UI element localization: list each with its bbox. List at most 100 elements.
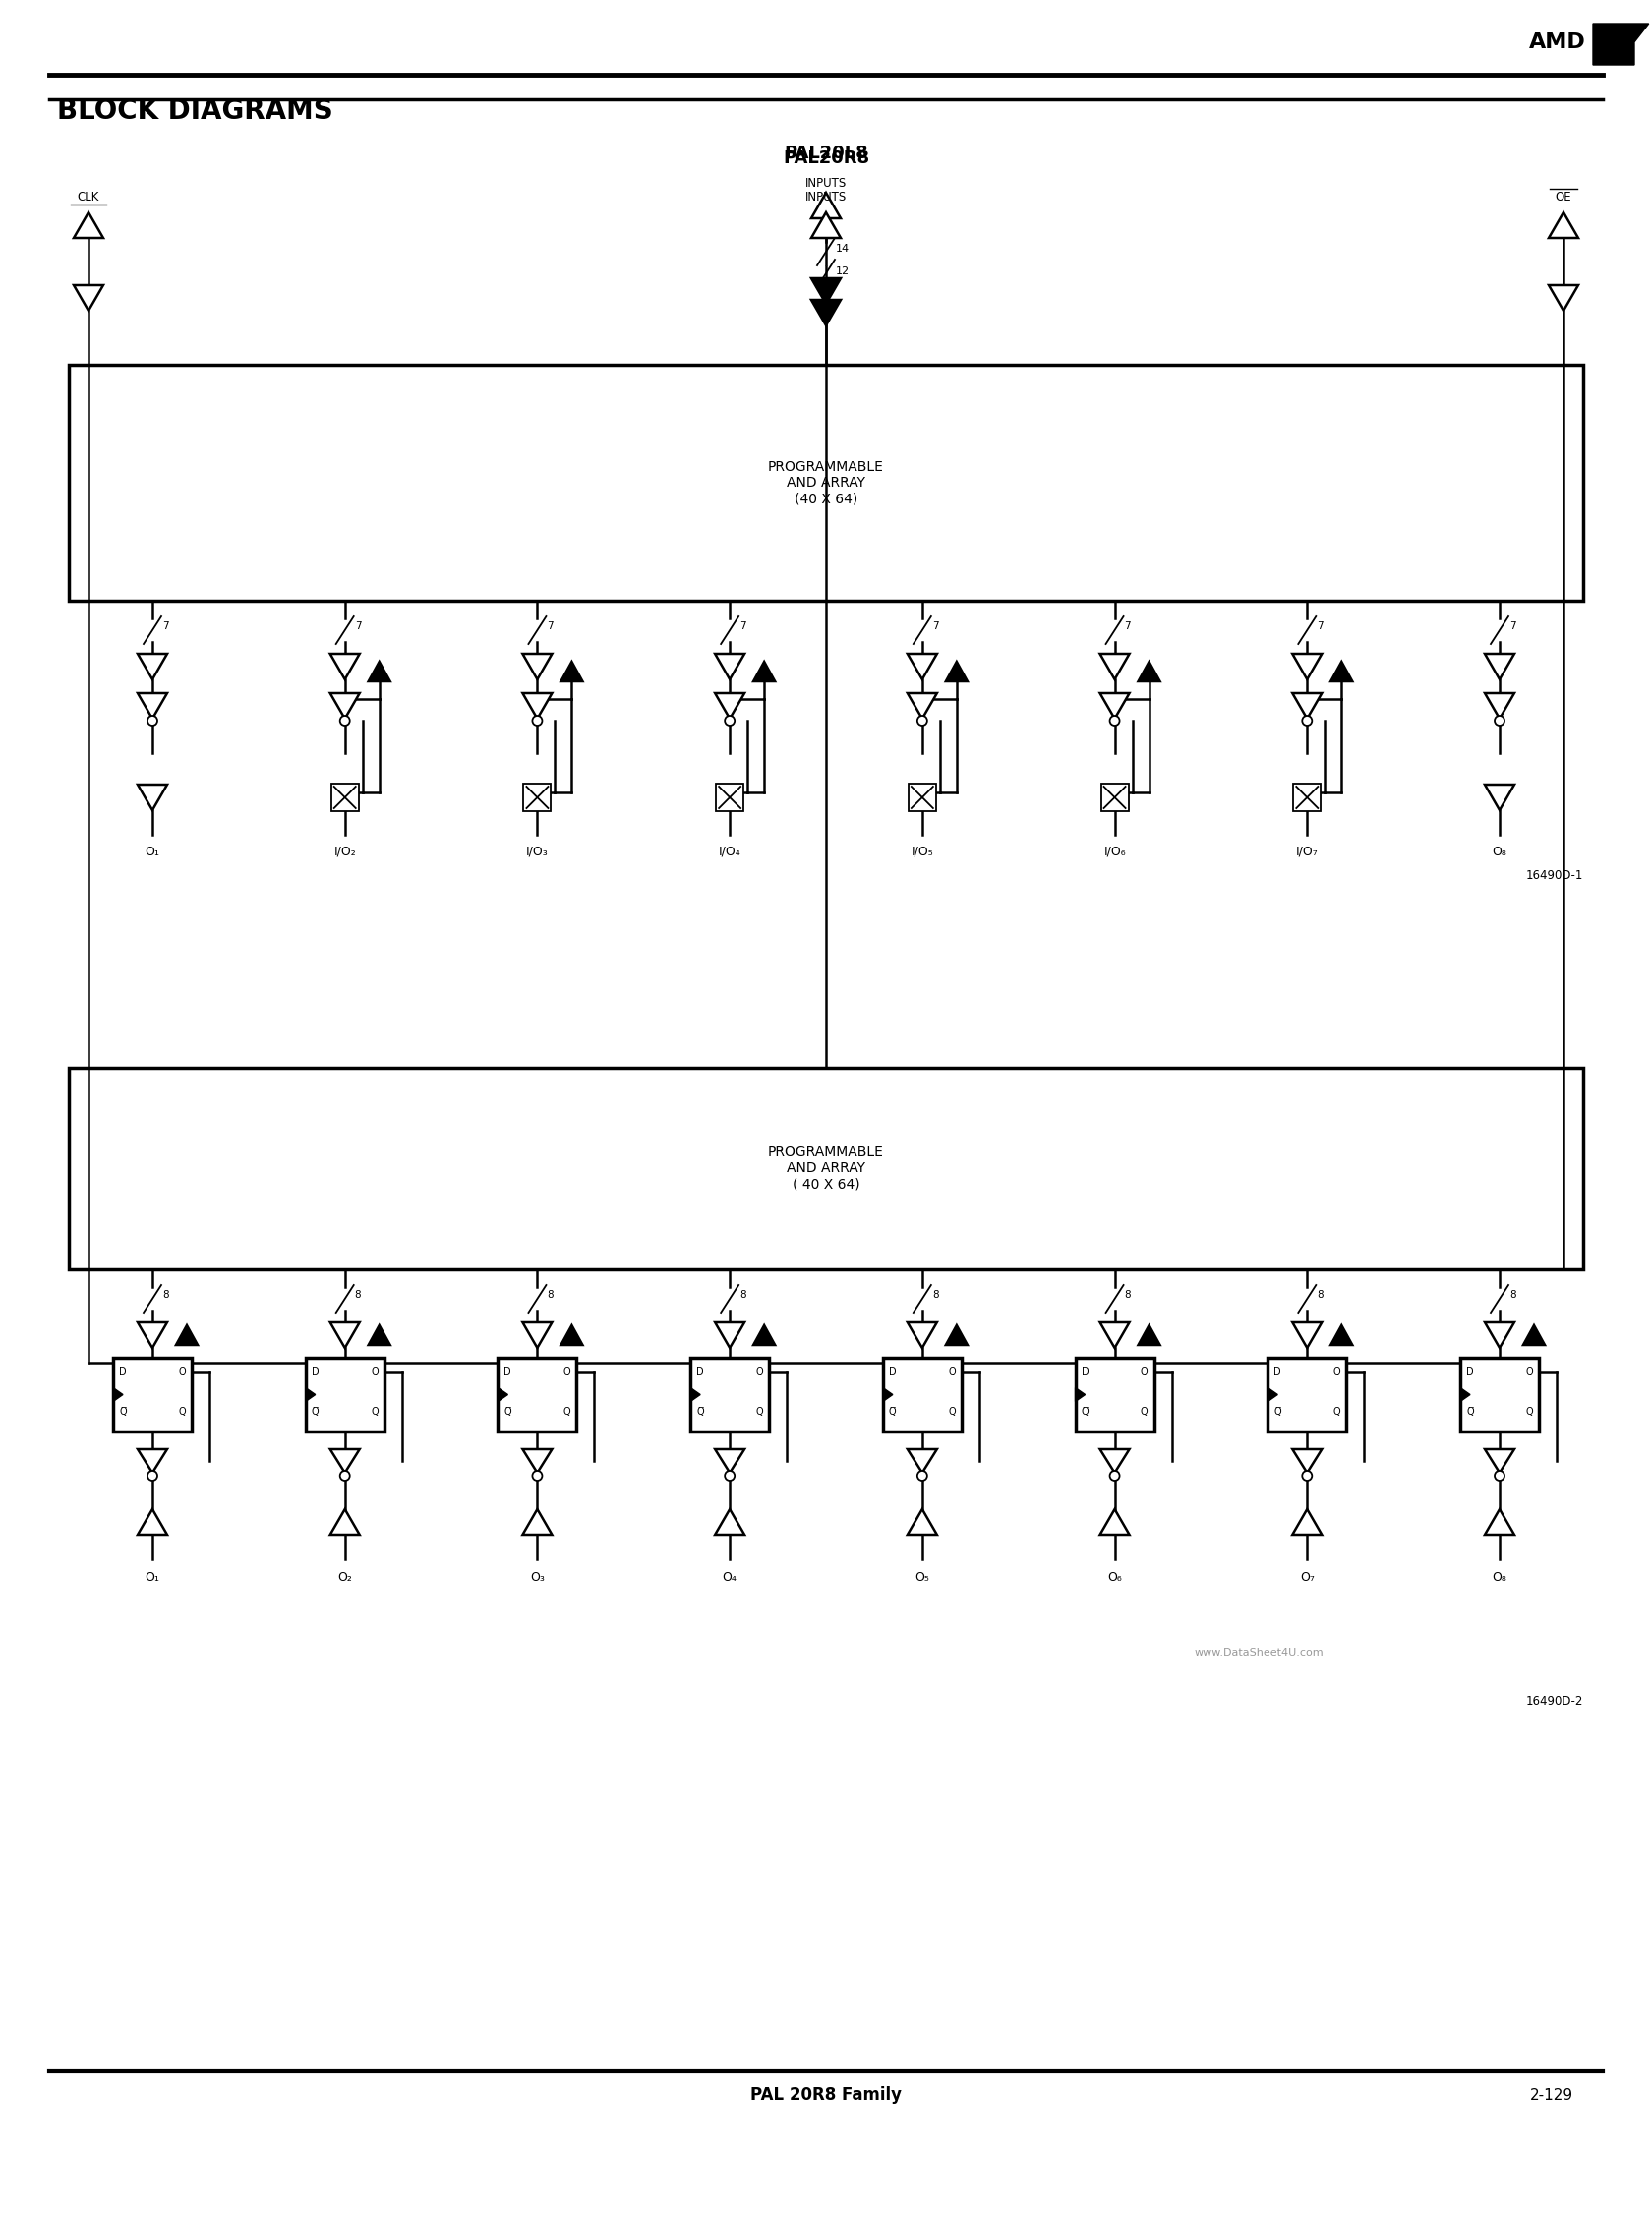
Text: 8: 8 [740,1289,747,1300]
Circle shape [917,716,927,725]
Polygon shape [137,654,167,680]
Polygon shape [1523,1325,1545,1345]
Text: Q̅: Q̅ [889,1407,897,1416]
Circle shape [532,716,542,725]
Polygon shape [1332,1325,1353,1345]
Text: Q: Q [563,1407,570,1416]
Polygon shape [330,1323,360,1347]
Polygon shape [1100,1323,1130,1347]
Polygon shape [562,662,583,682]
Polygon shape [562,1325,583,1345]
Polygon shape [947,1325,968,1345]
Circle shape [1302,716,1312,725]
Text: OE: OE [1555,191,1571,205]
Text: Q: Q [178,1407,187,1416]
Polygon shape [368,662,390,682]
Text: PROGRAMMABLE
AND ARRAY
( 40 X 64): PROGRAMMABLE AND ARRAY ( 40 X 64) [768,1145,884,1192]
Circle shape [1495,716,1505,725]
Polygon shape [330,1449,360,1474]
Polygon shape [137,1449,167,1474]
Polygon shape [137,1323,167,1347]
Text: 14: 14 [836,245,849,253]
Polygon shape [715,1323,745,1347]
Polygon shape [1593,24,1649,64]
Polygon shape [1292,1509,1322,1534]
Polygon shape [1138,662,1160,682]
Polygon shape [1550,213,1578,238]
Polygon shape [330,694,360,718]
Polygon shape [1267,1387,1277,1400]
Polygon shape [522,1449,552,1474]
Polygon shape [522,654,552,680]
Text: I/O₂: I/O₂ [334,845,357,858]
Polygon shape [137,694,167,718]
Text: 7: 7 [162,622,169,631]
Polygon shape [368,1325,390,1345]
Polygon shape [691,1387,700,1400]
Text: Q̅: Q̅ [504,1407,512,1416]
Text: D: D [119,1367,127,1376]
Polygon shape [1485,785,1515,809]
Text: INPUTS: INPUTS [805,176,847,189]
Polygon shape [1550,285,1578,311]
Polygon shape [497,1387,507,1400]
Polygon shape [74,285,102,311]
Polygon shape [330,1509,360,1534]
Polygon shape [522,694,552,718]
Bar [330,782,358,811]
Polygon shape [1292,1449,1322,1474]
Polygon shape [715,1449,745,1474]
Text: Q: Q [178,1367,187,1376]
Polygon shape [811,213,841,238]
Text: 7: 7 [740,622,747,631]
Polygon shape [137,785,167,809]
Text: O₂: O₂ [337,1572,352,1583]
Text: O₅: O₅ [915,1572,930,1583]
Text: 8: 8 [547,1289,553,1300]
Bar [1100,782,1128,811]
Text: Q̅: Q̅ [119,1407,127,1416]
Polygon shape [1485,1323,1515,1347]
Text: AMD: AMD [1530,33,1586,51]
Text: Q: Q [563,1367,570,1376]
Bar [1294,782,1322,811]
Text: Q: Q [755,1407,763,1416]
Bar [69,365,1583,600]
Polygon shape [1292,654,1322,680]
Polygon shape [522,1509,552,1534]
Text: Q̅: Q̅ [312,1407,319,1416]
Text: I/O₅: I/O₅ [910,845,933,858]
Polygon shape [715,694,745,718]
Text: BLOCK DIAGRAMS: BLOCK DIAGRAMS [58,98,334,124]
Circle shape [725,716,735,725]
Text: Q: Q [1140,1367,1148,1376]
Text: O₈: O₈ [1492,1572,1507,1583]
Polygon shape [1138,1325,1160,1345]
Text: Q: Q [1333,1407,1340,1416]
Text: O₁: O₁ [145,1572,160,1583]
Text: 7: 7 [1510,622,1517,631]
Text: PAL 20R8 Family: PAL 20R8 Family [750,2087,902,2103]
Text: Q: Q [948,1367,955,1376]
Text: PAL20L8: PAL20L8 [783,144,869,162]
Text: Q: Q [1333,1367,1340,1376]
Polygon shape [1485,694,1515,718]
Bar [1267,1358,1346,1432]
Polygon shape [907,1509,937,1534]
Text: Q̅: Q̅ [1274,1407,1282,1416]
Polygon shape [1100,1509,1130,1534]
Polygon shape [715,1509,745,1534]
Bar [909,782,937,811]
Circle shape [725,1472,735,1481]
Polygon shape [1485,654,1515,680]
Text: I/O₃: I/O₃ [525,845,548,858]
Bar [306,1358,385,1432]
Text: O₈: O₈ [1492,845,1507,858]
Polygon shape [947,662,968,682]
Polygon shape [811,193,841,218]
Text: Q: Q [1525,1367,1533,1376]
Text: Q: Q [1140,1407,1148,1416]
Text: D: D [697,1367,704,1376]
Text: Q: Q [948,1407,955,1416]
Polygon shape [907,694,937,718]
